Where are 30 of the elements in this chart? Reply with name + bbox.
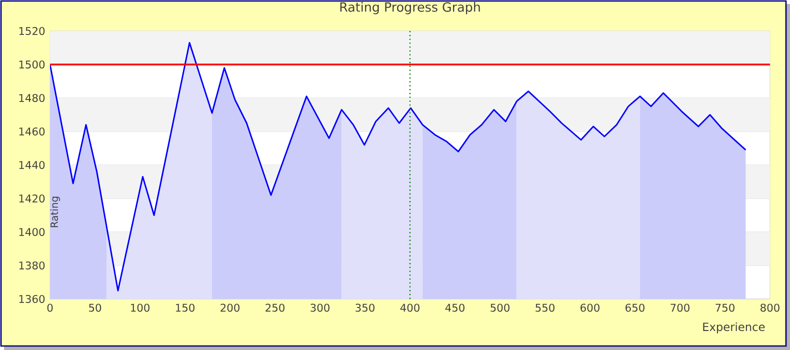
x-axis-title: Experience [703, 322, 765, 334]
y-tick-label: 1400 [19, 228, 45, 236]
x-tick-label: 300 [310, 304, 330, 312]
x-tick-label: 750 [716, 304, 734, 312]
chart-title: Rating Progress Graph [340, 2, 480, 14]
x-tick-label: 700 [670, 304, 690, 312]
y-tick-label: 1380 [19, 261, 45, 270]
x-tick-label: 350 [356, 304, 374, 312]
y-tick-label: 1440 [19, 160, 45, 170]
y-tick-label: 1480 [19, 94, 45, 102]
x-tick-label: 250 [266, 304, 284, 312]
x-tick-label: 50 [89, 304, 102, 312]
x-tick-label: 400 [400, 304, 420, 312]
x-tick-label: 100 [131, 304, 150, 312]
y-tick-label: 1520 [19, 26, 45, 36]
y-tick-label: 1420 [19, 194, 45, 203]
x-tick-label: 0 [47, 304, 53, 312]
x-tick-label: 200 [220, 304, 240, 312]
x-tick-label: 800 [760, 304, 780, 312]
x-tick-label: 650 [626, 304, 644, 312]
line-series [50, 42, 746, 292]
x-tick-label: 150 [176, 304, 194, 312]
x-tick-label: 550 [536, 304, 554, 312]
y-tick-label: 1360 [19, 294, 45, 304]
y-tick-label: 1460 [19, 127, 45, 136]
x-tick-label: 450 [445, 304, 464, 312]
x-tick-label: 500 [490, 304, 510, 312]
x-tick-label: 600 [580, 304, 600, 312]
y-axis-title: Rating [50, 196, 60, 228]
y-tick-label: 1500 [19, 60, 45, 69]
